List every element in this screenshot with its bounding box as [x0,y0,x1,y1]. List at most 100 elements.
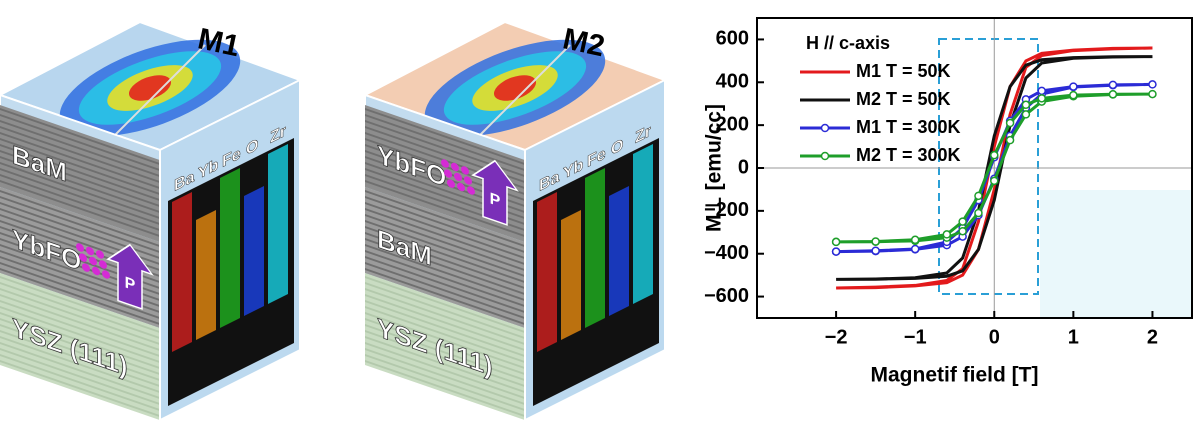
atom-dot [457,182,465,192]
lattice-line [365,276,525,334]
lattice-line [0,174,160,232]
cube-right-face: Ba Yb Fe O Zr [159,78,301,422]
lattice-line [365,202,525,260]
lattice-line [0,120,160,178]
lattice-line [0,288,160,346]
lattice-line [0,306,160,364]
eds-strip [609,185,629,316]
plot-frame [756,17,1193,319]
legend-label: M1 T = 50K [856,61,951,81]
atom-dot [447,179,455,188]
series-marker [1108,90,1118,99]
atom-dot [99,260,107,269]
lattice-line [0,180,160,238]
lattice-line [365,244,525,302]
lattice-line [0,162,160,220]
lattice-line [365,262,525,320]
lattice-line [365,220,525,278]
lattice-line [365,208,525,266]
lattice-line [365,324,525,382]
eds-strip [244,185,264,316]
element-label: Zr [270,121,286,147]
eds-strip [268,143,288,304]
diffraction-line [469,44,571,146]
lattice-line [0,318,160,376]
lattice-line [365,342,525,400]
cube-right-face: Ba Yb Fe O Zr [524,78,666,422]
zoom-box [938,38,1039,295]
lattice-line [365,300,525,358]
atom-dot [102,270,110,279]
lattice-line [0,336,160,394]
element-label: O [246,135,258,159]
arrow-label: P [125,274,136,295]
atom-dot [79,253,87,262]
atom-dot [76,243,84,252]
series-marker [871,246,880,255]
lattice-line [0,294,160,352]
lattice-line [365,294,525,352]
series-marker [1005,135,1015,145]
lattice-line [365,108,525,166]
lattice-line [365,214,525,272]
element-label: O [611,135,623,159]
lattice-line [0,156,160,214]
series-marker [1037,94,1046,103]
lattice-line [0,168,160,226]
x-axis-title: Magnetif field [T] [871,364,1039,387]
series-marker [910,244,920,254]
y-tick-label: −200 [704,199,749,221]
lattice-line [365,288,525,346]
y-tick-label: 0 [738,156,749,178]
series-marker [1069,82,1078,91]
series-marker [1005,118,1015,128]
y-tick-label: 600 [716,28,749,50]
atom-dot [467,186,475,195]
atom-dot [454,172,462,182]
lattice-line [0,324,160,382]
diffraction-blob [493,75,537,101]
eds-strip [172,191,192,352]
inset-panel [1040,190,1192,318]
atom-dot [92,266,100,276]
series-marker [831,237,841,247]
lattice-line [0,348,160,406]
lattice-line [365,114,525,172]
lattice-line [0,300,160,358]
atom-dot [444,169,452,178]
atom-dot [451,162,459,172]
series-marker [1148,89,1157,99]
y-axis-title: M⊥ [emu/cc] [703,104,726,232]
legend-title: H // c-axis [806,33,890,53]
y-tick-label: 200 [716,113,749,135]
lattice-line [365,318,525,376]
series-marker [958,217,967,226]
lattice-line [365,354,525,412]
lattice-line [0,196,160,254]
lattice-line [365,348,525,406]
lattice-line [365,180,525,238]
legend-label: M1 T = 300K [856,117,961,137]
lattice-line [0,190,160,248]
x-tick-label: 2 [1147,326,1158,348]
lattice-line [0,108,160,166]
lattice-line [0,360,160,418]
lattice-line [365,256,525,314]
series-marker [1069,90,1078,100]
series-marker [831,247,841,256]
eds-strip [585,167,605,328]
lattice-line [0,150,160,208]
eds-strip [196,209,216,340]
lattice-line [365,190,525,248]
eds-strip [561,209,581,340]
series-line [836,55,1153,281]
lattice-line [365,250,525,308]
arrow-label: P [490,190,501,211]
eds-strip [220,167,240,328]
eds-strip [633,143,653,304]
lattice-line [0,282,160,340]
series-marker [974,191,983,201]
